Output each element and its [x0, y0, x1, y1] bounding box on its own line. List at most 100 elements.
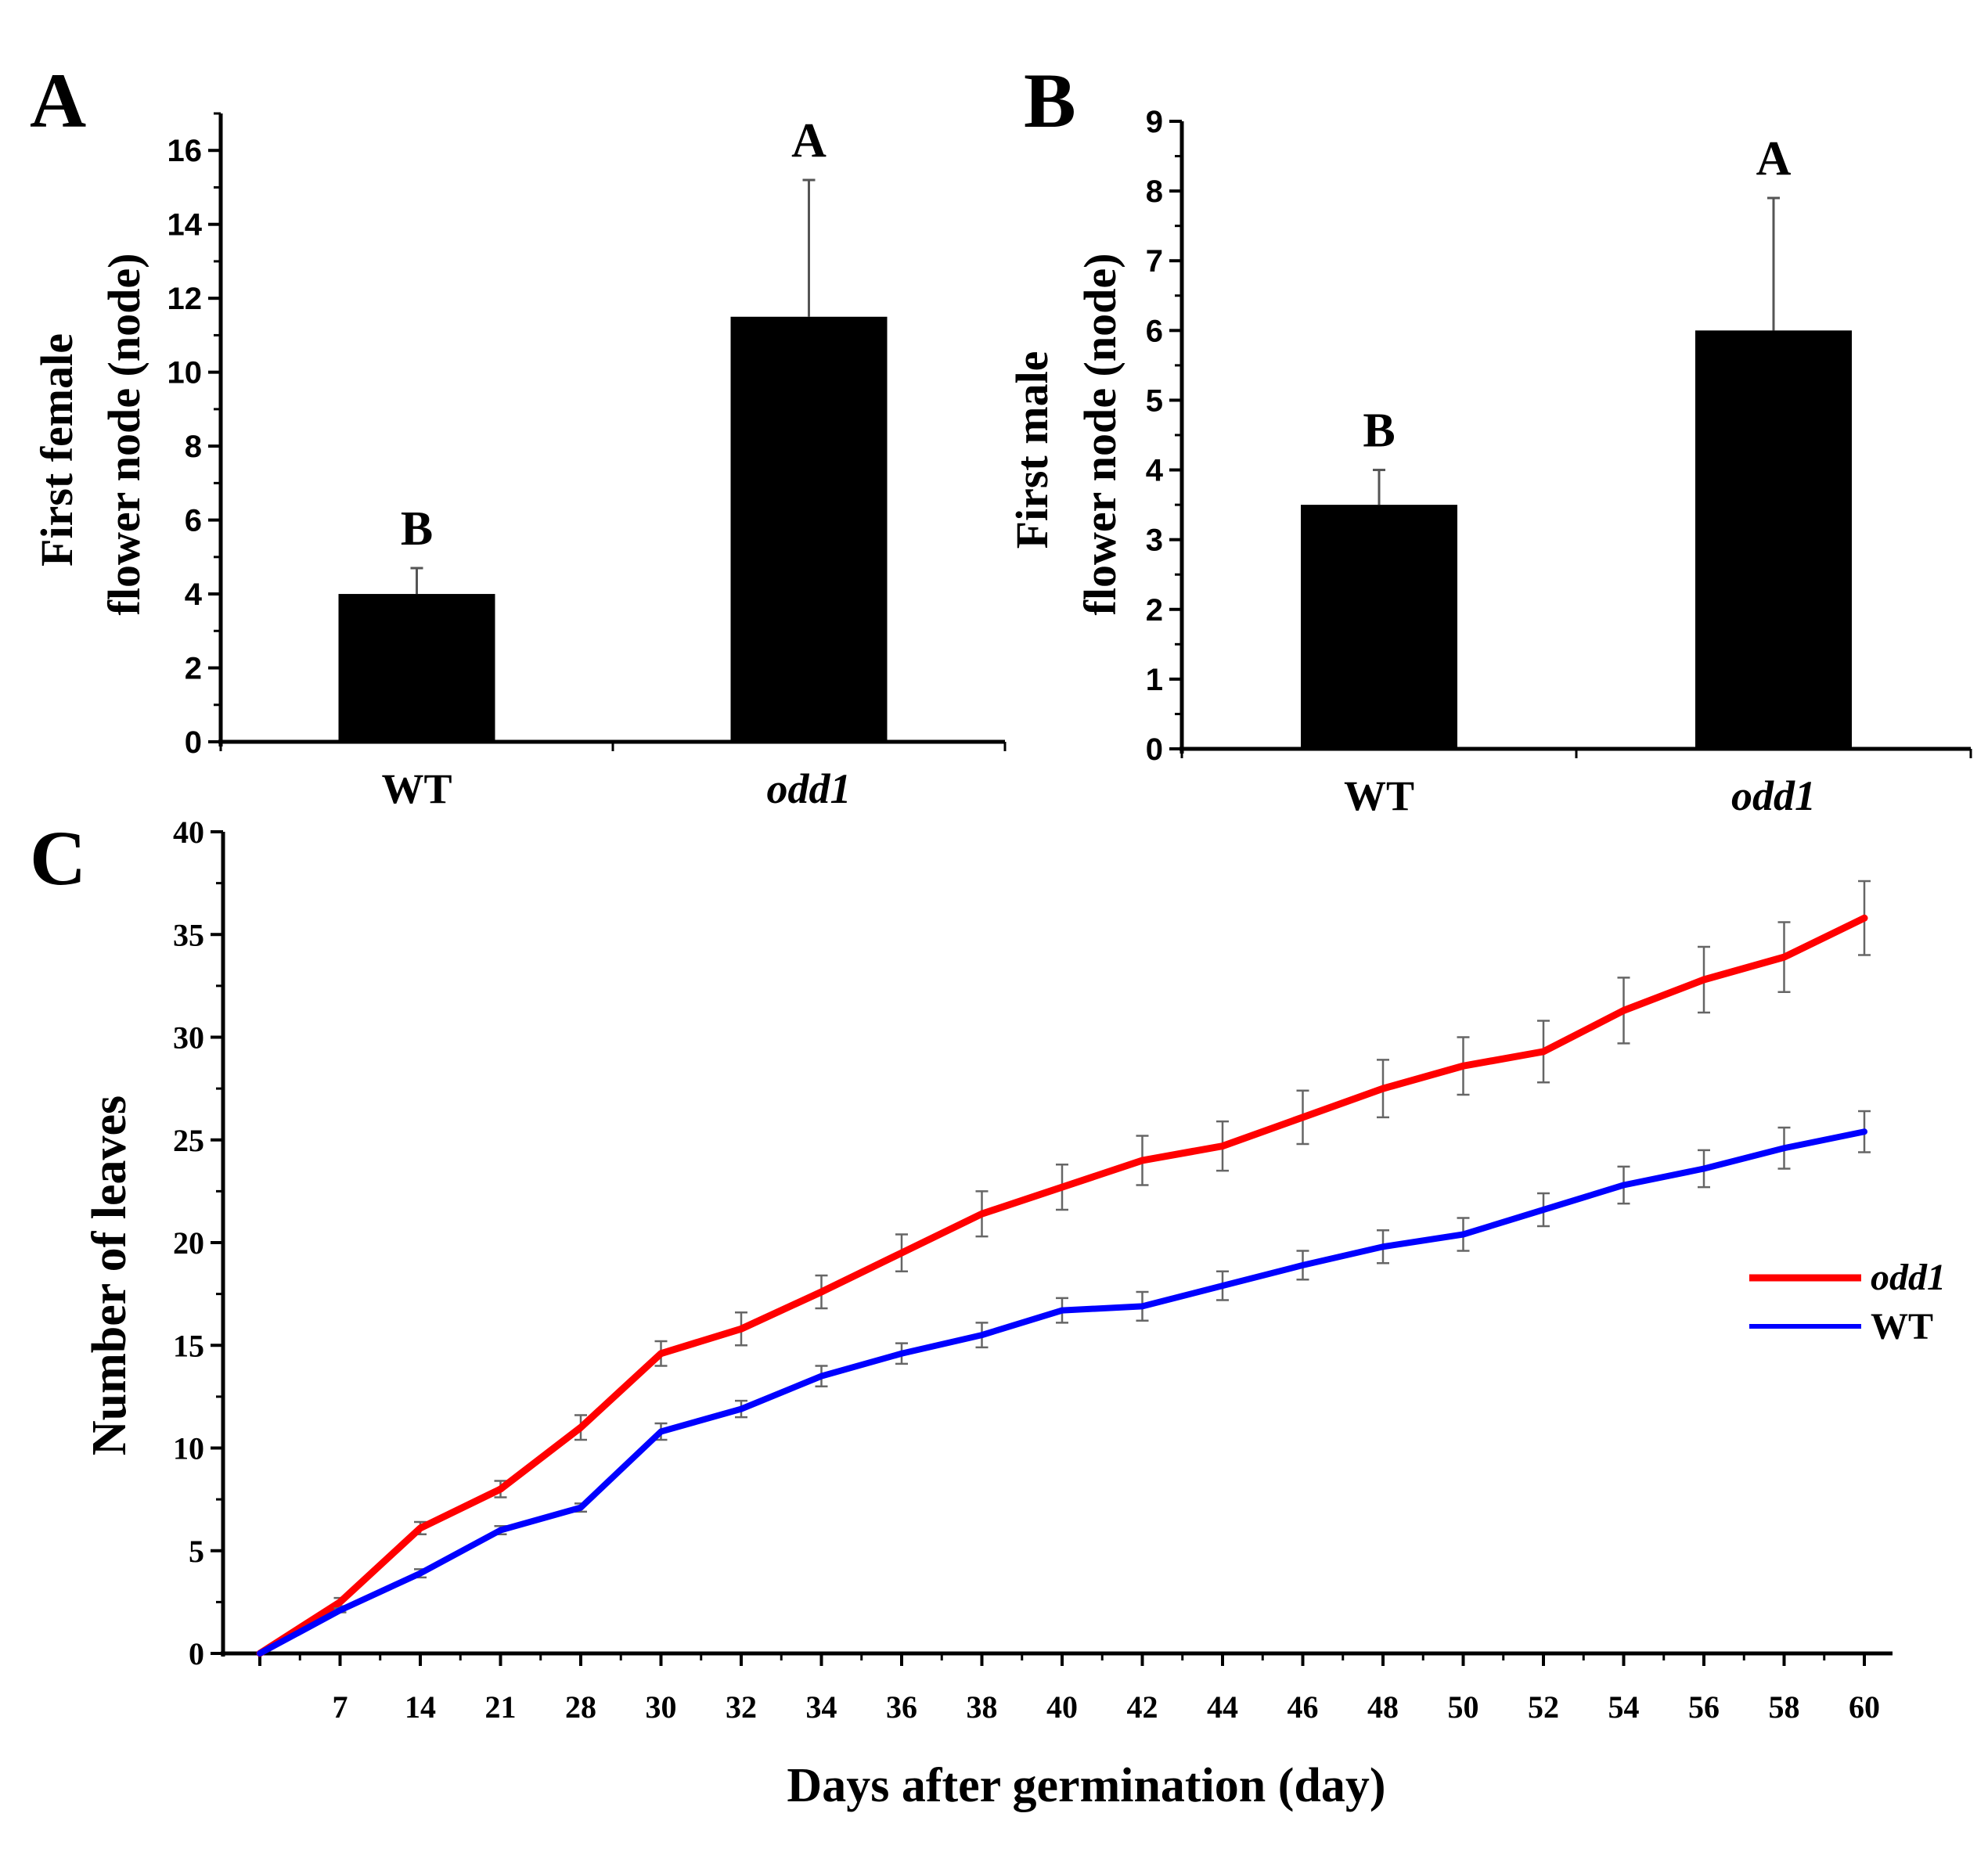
panel-a-y-ticks: 0 2 4 6 8 10 12 14 16: [167, 112, 221, 760]
legend-odd1-label: odd1: [1871, 1257, 1946, 1298]
panel-b-y-ticks: 0 1 2 3 4 5 6 7 8 9: [1146, 105, 1182, 767]
y-tick-label: 6: [1146, 314, 1163, 348]
x-tick-label: 60: [1849, 1689, 1880, 1725]
y-tick-label: 25: [173, 1123, 204, 1158]
data-point: [499, 1529, 502, 1531]
data-point: [339, 1601, 341, 1603]
x-tick-label: 14: [405, 1689, 436, 1725]
panel-b-ylabel-line1: First male: [1007, 351, 1057, 549]
data-point: [981, 1213, 983, 1215]
series-odd1: [256, 880, 1871, 1657]
data-point: [901, 1252, 902, 1254]
x-tick-label: 48: [1367, 1689, 1399, 1725]
x-tick-label: 21: [485, 1689, 517, 1725]
data-point: [1222, 1145, 1223, 1147]
panel-a-bars: BA: [338, 114, 888, 742]
data-point: [339, 1609, 341, 1611]
y-tick-label: 1: [1146, 663, 1163, 697]
data-point: [1302, 1264, 1304, 1266]
panel-c: C 0 5 10 15 20 25 30 35 40 7 14 21 28 30 32 34 36 38 40 42…: [30, 815, 1946, 1812]
y-tick-label: 4: [1146, 454, 1164, 488]
x-tick-label: 30: [646, 1689, 677, 1725]
legend-wt-label: WT: [1871, 1306, 1933, 1347]
y-tick-label: 20: [173, 1225, 204, 1261]
series-wt: [257, 1110, 1871, 1657]
y-tick-label: 15: [173, 1328, 204, 1363]
data-point: [1543, 1050, 1544, 1052]
panel-c-x-ticks: 7 14 21 28 30 32 34 36 38 40 42 44 46 48 50 52 54 56 58 60: [258, 1653, 1880, 1725]
x-tick-label: 58: [1769, 1689, 1800, 1725]
data-point: [740, 1408, 742, 1410]
y-tick-label: 16: [167, 134, 203, 168]
data-point: [660, 1430, 662, 1433]
panel-b-categories: WT odd1: [1344, 772, 1816, 819]
y-tick-label: 5: [1146, 383, 1163, 418]
x-tick-label: 52: [1528, 1689, 1559, 1725]
category-label: odd1: [1731, 772, 1816, 819]
x-tick-label: 56: [1688, 1689, 1720, 1725]
y-tick-label: 30: [173, 1020, 204, 1056]
data-point: [660, 1352, 662, 1355]
data-point: [499, 1488, 502, 1490]
data-point: [1141, 1160, 1143, 1161]
panel-b-ylabel-line2: flower node (node): [1075, 254, 1125, 616]
x-tick-label: 42: [1127, 1689, 1158, 1725]
data-point: [1141, 1305, 1143, 1308]
panel-c-series: [256, 880, 1871, 1657]
y-tick-label: 0: [185, 725, 202, 760]
x-tick-label: 32: [726, 1689, 757, 1725]
data-point: [981, 1334, 983, 1337]
x-tick-label: 46: [1288, 1689, 1319, 1725]
data-point: [580, 1426, 582, 1429]
data-point: [1462, 1065, 1464, 1067]
y-tick-label: 10: [167, 356, 203, 390]
data-point: [1302, 1116, 1304, 1118]
data-point: [1382, 1088, 1384, 1090]
panel-a-categories: WT odd1: [381, 765, 851, 812]
data-point: [1462, 1233, 1464, 1236]
y-tick-label: 14: [167, 208, 203, 243]
panel-a-ylabel-line1: First female: [31, 333, 82, 567]
x-tick-label: 34: [806, 1689, 837, 1725]
data-point: [820, 1291, 823, 1293]
data-point: [1622, 1009, 1625, 1012]
data-point: [1061, 1186, 1063, 1189]
data-point: [820, 1375, 823, 1377]
data-point: [1382, 1246, 1384, 1248]
data-point: [1864, 917, 1865, 919]
x-tick-label: 38: [967, 1689, 998, 1725]
bar-wt: [1301, 505, 1457, 749]
y-tick-label: 9: [1146, 105, 1163, 139]
y-tick-label: 10: [173, 1431, 204, 1466]
y-tick-label: 4: [185, 577, 203, 612]
y-tick-label: 3: [1146, 523, 1163, 558]
y-tick-label: 2: [1146, 593, 1163, 628]
panel-c-y-ticks: 0 5 10 15 20 25 30 35 40: [173, 815, 223, 1671]
data-point: [1783, 956, 1785, 959]
y-tick-label: 35: [173, 917, 204, 952]
significance-label: A: [791, 114, 827, 167]
data-point: [1543, 1209, 1544, 1211]
data-point: [1061, 1309, 1063, 1311]
panel-c-ylabel: Number of leaves: [83, 1095, 136, 1455]
x-tick-label: 50: [1448, 1689, 1479, 1725]
significance-label: B: [401, 502, 433, 556]
bar-odd1: [730, 316, 888, 742]
x-tick-label: 54: [1608, 1689, 1640, 1725]
y-tick-label: 12: [167, 282, 203, 316]
bar-odd1: [1695, 330, 1852, 749]
y-tick-label: 5: [189, 1534, 204, 1569]
data-point: [901, 1352, 902, 1355]
data-point: [1864, 1131, 1865, 1133]
y-tick-label: 8: [1146, 174, 1163, 209]
x-tick-label: 44: [1207, 1689, 1238, 1725]
panel-c-xlabel: Days after germination (day): [787, 1759, 1385, 1812]
y-tick-label: 8: [185, 430, 202, 464]
data-point: [1703, 979, 1705, 980]
category-label: WT: [381, 765, 452, 812]
data-point: [420, 1572, 421, 1574]
y-tick-label: 2: [185, 652, 202, 686]
